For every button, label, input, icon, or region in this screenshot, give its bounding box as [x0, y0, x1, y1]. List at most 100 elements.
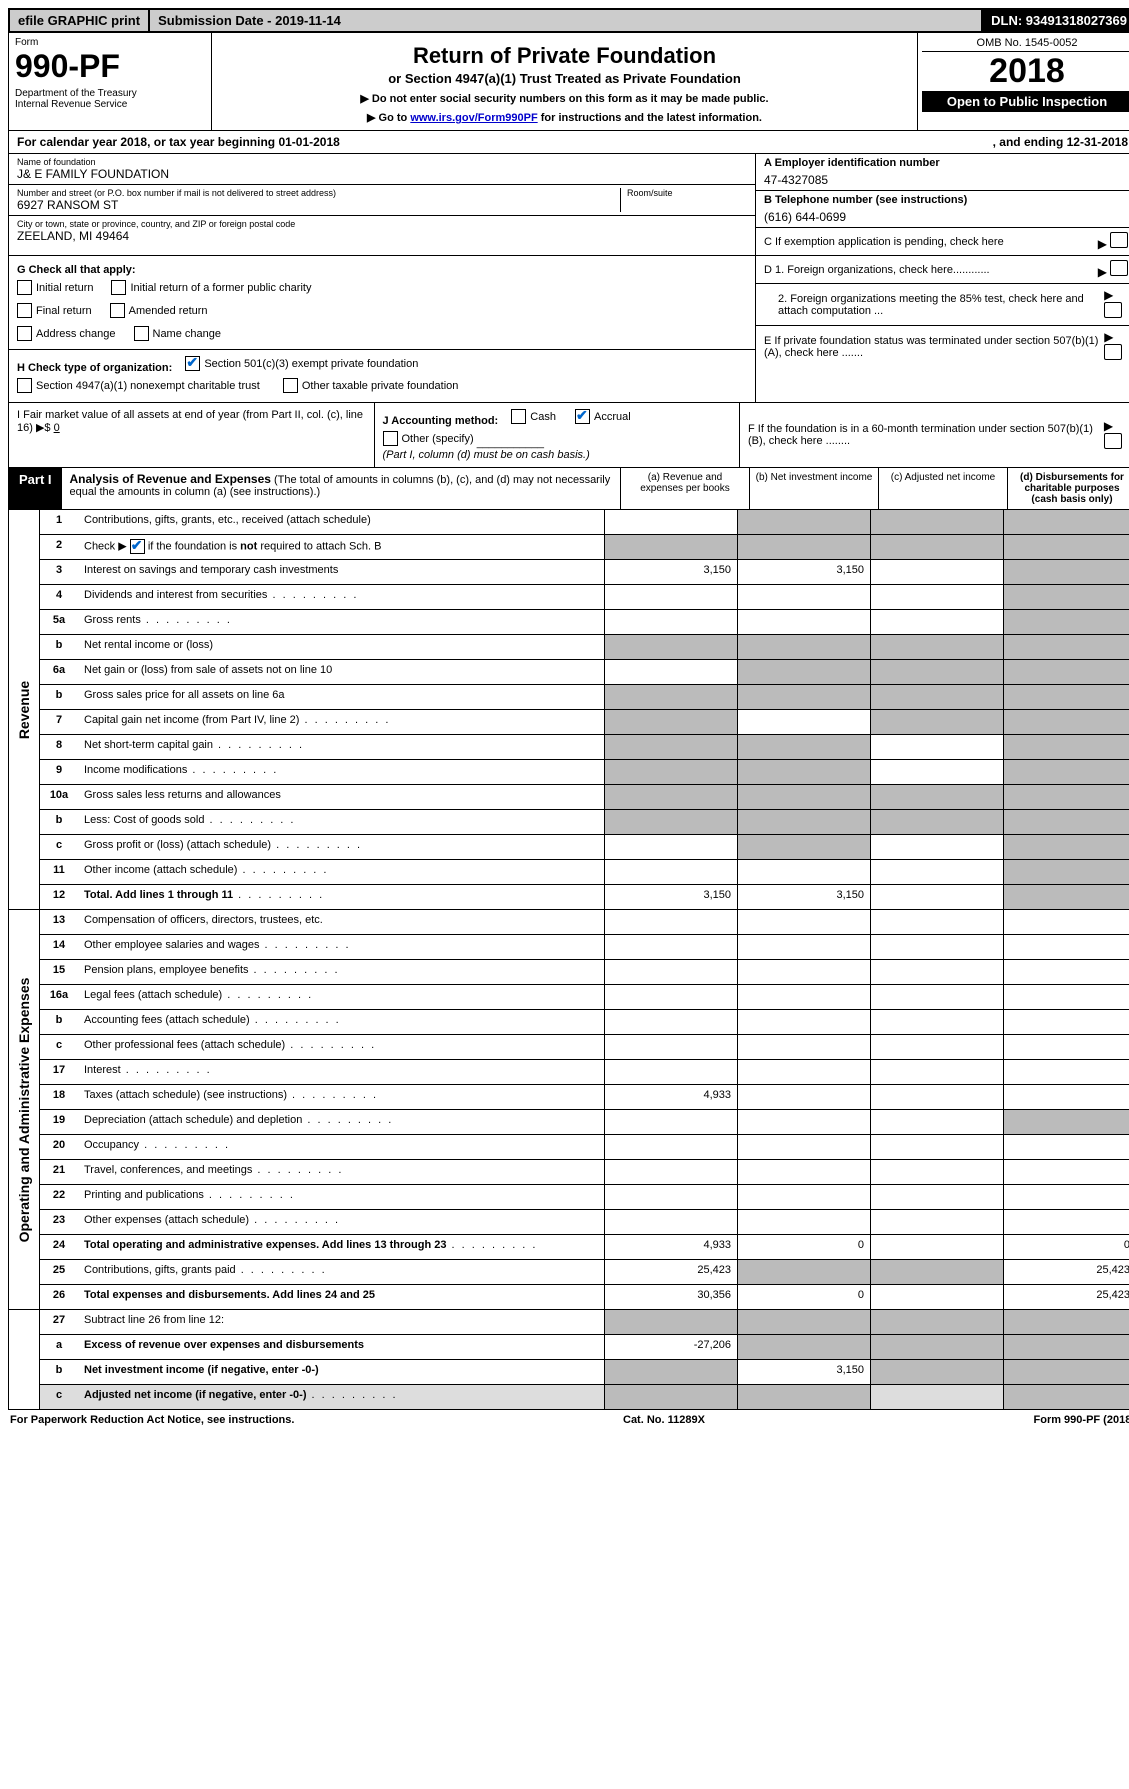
line-26: Total expenses and disbursements. Add li…: [78, 1285, 604, 1309]
cb-accrual[interactable]: [575, 409, 590, 424]
exemption-pending: C If exemption application is pending, c…: [764, 236, 1004, 248]
city: ZEELAND, MI 49464: [17, 229, 747, 243]
cb-schb[interactable]: [130, 539, 145, 554]
line-15: Pension plans, employee benefits: [78, 960, 604, 984]
cb-initial-former[interactable]: [111, 280, 126, 295]
dept: Department of the Treasury: [15, 88, 205, 99]
e-checkbox[interactable]: [1104, 344, 1122, 360]
expenses-grid: Operating and Administrative Expenses 13…: [8, 910, 1129, 1310]
name-label: Name of foundation: [17, 157, 747, 167]
cb-cash[interactable]: [511, 409, 526, 424]
ij-section: I Fair market value of all assets at end…: [8, 403, 1129, 468]
line-17: Interest: [78, 1060, 604, 1084]
col-c-hdr: (c) Adjusted net income: [878, 468, 1007, 509]
line-6b: Gross sales price for all assets on line…: [78, 685, 604, 709]
line-27: Subtract line 26 from line 12:: [78, 1310, 604, 1334]
header-left: Form 990-PF Department of the Treasury I…: [9, 33, 212, 130]
instr1: ▶ Do not enter social security numbers o…: [222, 92, 907, 105]
line-25: Contributions, gifts, grants paid: [78, 1260, 604, 1284]
form-label: Form: [15, 37, 205, 48]
phone-label: B Telephone number (see instructions): [764, 194, 1128, 206]
h-label: H Check type of organization:: [17, 362, 172, 374]
line-5b: Net rental income or (loss): [78, 635, 604, 659]
cb-501c3[interactable]: [185, 356, 200, 371]
addr-label: Number and street (or P.O. box number if…: [17, 188, 614, 198]
line-8: Net short-term capital gain: [78, 735, 604, 759]
cb-other-method[interactable]: [383, 431, 398, 446]
cb-addr-change[interactable]: [17, 326, 32, 341]
irs: Internal Revenue Service: [15, 99, 205, 110]
footer-right: Form 990-PF (2018): [1034, 1414, 1129, 1426]
efile-label: efile GRAPHIC print: [10, 10, 150, 31]
line-18: Taxes (attach schedule) (see instruction…: [78, 1085, 604, 1109]
open-inspection: Open to Public Inspection: [922, 91, 1129, 112]
j-note: (Part I, column (d) must be on cash basi…: [383, 449, 590, 461]
foundation-name: J& E FAMILY FOUNDATION: [17, 167, 747, 181]
cb-final[interactable]: [17, 303, 32, 318]
line-24: Total operating and administrative expen…: [78, 1235, 604, 1259]
form-subtitle: or Section 4947(a)(1) Trust Treated as P…: [222, 71, 907, 86]
d1-checkbox[interactable]: [1110, 260, 1128, 276]
phone: (616) 644-0699: [764, 210, 1128, 224]
d2-label: 2. Foreign organizations meeting the 85%…: [764, 293, 1104, 317]
line-27c: Adjusted net income (if negative, enter …: [78, 1385, 604, 1409]
header-right: OMB No. 1545-0052 2018 Open to Public In…: [918, 33, 1129, 130]
page-footer: For Paperwork Reduction Act Notice, see …: [8, 1410, 1129, 1430]
revenue-vlabel: Revenue: [16, 680, 32, 738]
d1-label: D 1. Foreign organizations, check here..…: [764, 264, 990, 276]
line-10b: Less: Cost of goods sold: [78, 810, 604, 834]
cal-begin: For calendar year 2018, or tax year begi…: [17, 135, 993, 149]
line-27a: Excess of revenue over expenses and disb…: [78, 1335, 604, 1359]
line-10a: Gross sales less returns and allowances: [78, 785, 604, 809]
line-16b: Accounting fees (attach schedule): [78, 1010, 604, 1034]
cb-4947[interactable]: [17, 378, 32, 393]
submission-date: Submission Date - 2019-11-14: [150, 10, 983, 31]
cb-name-change[interactable]: [134, 326, 149, 341]
part1-header: Part I Analysis of Revenue and Expenses …: [8, 468, 1129, 510]
city-label: City or town, state or province, country…: [17, 219, 747, 229]
line-1: Contributions, gifts, grants, etc., rece…: [78, 510, 604, 534]
col-a-hdr: (a) Revenue and expenses per books: [620, 468, 749, 509]
line-22: Printing and publications: [78, 1185, 604, 1209]
e-label: E If private foundation status was termi…: [764, 335, 1104, 359]
expenses-vlabel: Operating and Administrative Expenses: [16, 977, 32, 1242]
part1-tab: Part I: [9, 468, 62, 509]
ein-label: A Employer identification number: [764, 157, 1128, 169]
ein: 47-4327085: [764, 173, 1128, 187]
tax-year: 2018: [922, 52, 1129, 91]
g-section: G Check all that apply: Initial return I…: [8, 256, 1129, 403]
line-21: Travel, conferences, and meetings: [78, 1160, 604, 1184]
line-7: Capital gain net income (from Part IV, l…: [78, 710, 604, 734]
line-9: Income modifications: [78, 760, 604, 784]
line-3: Interest on savings and temporary cash i…: [78, 560, 604, 584]
cal-end: , and ending 12-31-2018: [993, 135, 1128, 149]
cb-initial[interactable]: [17, 280, 32, 295]
dln: DLN: 93491318027369: [983, 10, 1129, 31]
line-4: Dividends and interest from securities: [78, 585, 604, 609]
col-b-hdr: (b) Net investment income: [749, 468, 878, 509]
line-13: Compensation of officers, directors, tru…: [78, 910, 604, 934]
line-6a: Net gain or (loss) from sale of assets n…: [78, 660, 604, 684]
top-bar: efile GRAPHIC print Submission Date - 20…: [8, 8, 1129, 33]
revenue-grid: Revenue 1Contributions, gifts, grants, e…: [8, 510, 1129, 910]
header-mid: Return of Private Foundation or Section …: [212, 33, 918, 130]
f-checkbox[interactable]: [1104, 433, 1122, 449]
i-value: 0: [54, 422, 60, 434]
j-label: J Accounting method:: [383, 415, 499, 427]
line-2: Check ▶ if the foundation is not require…: [78, 535, 604, 559]
line-12: Total. Add lines 1 through 11: [78, 885, 604, 909]
cb-other-tax[interactable]: [283, 378, 298, 393]
line-23: Other expenses (attach schedule): [78, 1210, 604, 1234]
form-title: Return of Private Foundation: [222, 43, 907, 69]
line27-grid: 27Subtract line 26 from line 12: aExcess…: [8, 1310, 1129, 1410]
instructions-link[interactable]: www.irs.gov/Form990PF: [410, 112, 537, 124]
cb-amended[interactable]: [110, 303, 125, 318]
identity-section: Name of foundation J& E FAMILY FOUNDATIO…: [8, 154, 1129, 256]
exemption-checkbox[interactable]: [1110, 232, 1128, 248]
line-27b: Net investment income (if negative, ente…: [78, 1360, 604, 1384]
line-14: Other employee salaries and wages: [78, 935, 604, 959]
line-20: Occupancy: [78, 1135, 604, 1159]
i-label: I Fair market value of all assets at end…: [17, 409, 363, 434]
d2-checkbox[interactable]: [1104, 302, 1122, 318]
form-header: Form 990-PF Department of the Treasury I…: [8, 33, 1129, 131]
